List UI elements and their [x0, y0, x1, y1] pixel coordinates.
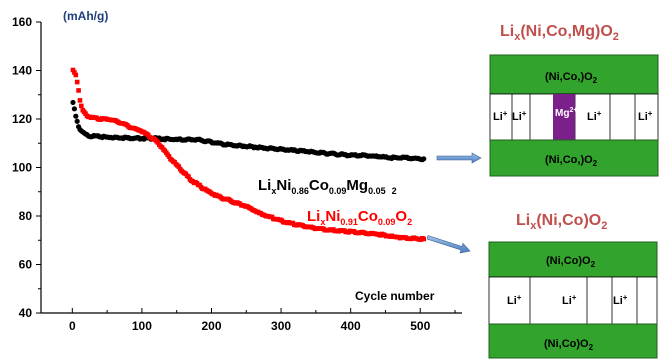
series-1 [70, 67, 427, 242]
mg-bottom-slab-label: (Ni,Co,)O2 [545, 154, 598, 168]
label-black-co: Co [309, 177, 329, 194]
data-point [76, 88, 81, 93]
y-tick-label: 160 [12, 15, 32, 29]
y-tick-label: 80 [19, 209, 33, 223]
data-point [73, 113, 79, 119]
undoped-top-slab-label: (Ni,Co)O2 [546, 255, 596, 269]
label-red-li: Li [307, 208, 320, 225]
data-point [421, 156, 427, 162]
y-tick-label: 100 [12, 161, 32, 175]
label-black-sub-x: x [271, 186, 276, 196]
mg-li-ion-3: Li+ [587, 109, 602, 123]
y-tick-label: 140 [12, 64, 32, 78]
data-point [74, 79, 80, 85]
mg-ion-block [553, 94, 575, 140]
data-point [176, 164, 182, 169]
x-tick-label: 0 [69, 319, 76, 333]
label-red-sub-ni: 0.91 [340, 217, 358, 227]
data-point [71, 106, 78, 112]
label-black-mg: Mg [346, 177, 368, 194]
label-red-ni: Ni [325, 208, 340, 225]
x-tick-label: 300 [271, 319, 291, 333]
data-point [70, 67, 76, 73]
label-red-sub-co: 0.09 [378, 217, 396, 227]
mg-li-ion-2: Li+ [512, 109, 527, 123]
data-point [70, 99, 76, 106]
label-black-sub-co: 0.09 [329, 186, 347, 196]
x-ticks: 0 100 200 300 400 500 [69, 308, 456, 333]
label-black-sub-ni: 0.86 [291, 186, 309, 196]
mg-li-ion-4: Li+ [638, 109, 653, 123]
x-tick-label: 500 [410, 319, 430, 333]
undoped-li-ion-3: Li+ [613, 293, 628, 307]
y-tick-label: 120 [12, 112, 32, 126]
undoped-li-ion-2: Li+ [562, 293, 577, 307]
mg-bottom-slab [489, 139, 659, 177]
label-black-ni: Ni [276, 177, 291, 194]
mg-ion-label: Mg2+ [555, 107, 577, 119]
label-black-sub-o: 2 [392, 186, 397, 196]
data-point [186, 174, 191, 180]
mg-li-ion-1: Li+ [493, 109, 508, 123]
y-tick-label: 40 [19, 306, 33, 320]
x-tick-label: 200 [201, 319, 221, 333]
undoped-li-ion-1: Li+ [507, 293, 522, 307]
mg-top-slab [489, 54, 659, 95]
data-point [74, 118, 80, 124]
x-tick-label: 400 [341, 319, 361, 333]
label-red-sub-x: x [320, 217, 325, 227]
undoped-interlayer [488, 276, 658, 325]
series-label-mg-doped: LixNi0.86Co0.09Mg0.05 2 [258, 177, 397, 196]
arrow-to-mg-structure [436, 152, 482, 164]
series-label-undoped: LixNi0.91Co0.09O2 [307, 208, 412, 227]
data-point [72, 70, 77, 75]
mg-structure-title: Lix(Ni,Co,Mg)O2 [500, 23, 619, 43]
data-point [421, 236, 427, 242]
arrow-to-undoped-structure [426, 235, 471, 254]
x-tick-label: 100 [132, 319, 152, 333]
label-black-sub-mg: 0.05 [368, 186, 386, 196]
data-point [166, 154, 172, 159]
undoped-bottom-slab [488, 323, 658, 359]
data-point [77, 98, 83, 103]
mg-top-slab-label: (Ni,Co,)O2 [545, 71, 598, 85]
undoped-bottom-slab-label: (Ni,Co)O2 [544, 338, 594, 352]
label-red-co: Co [358, 208, 378, 225]
y-ticks: 40 60 80 100 120 140 160 [12, 15, 41, 320]
label-red-sub-o: 2 [407, 217, 412, 227]
label-black-li: Li [258, 177, 271, 194]
label-red-o: O [395, 208, 407, 225]
data-point [73, 72, 79, 78]
data-point [79, 103, 84, 109]
series-layer [70, 67, 427, 242]
undoped-top-slab [488, 241, 658, 278]
undoped-structure-title: Lix(Ni,Co)O2 [516, 212, 607, 232]
series-0 [70, 99, 427, 163]
y-axis-unit-label: (mAh/g) [63, 9, 108, 23]
y-tick-label: 60 [19, 258, 33, 272]
x-axis-label: Cycle number [355, 289, 435, 303]
